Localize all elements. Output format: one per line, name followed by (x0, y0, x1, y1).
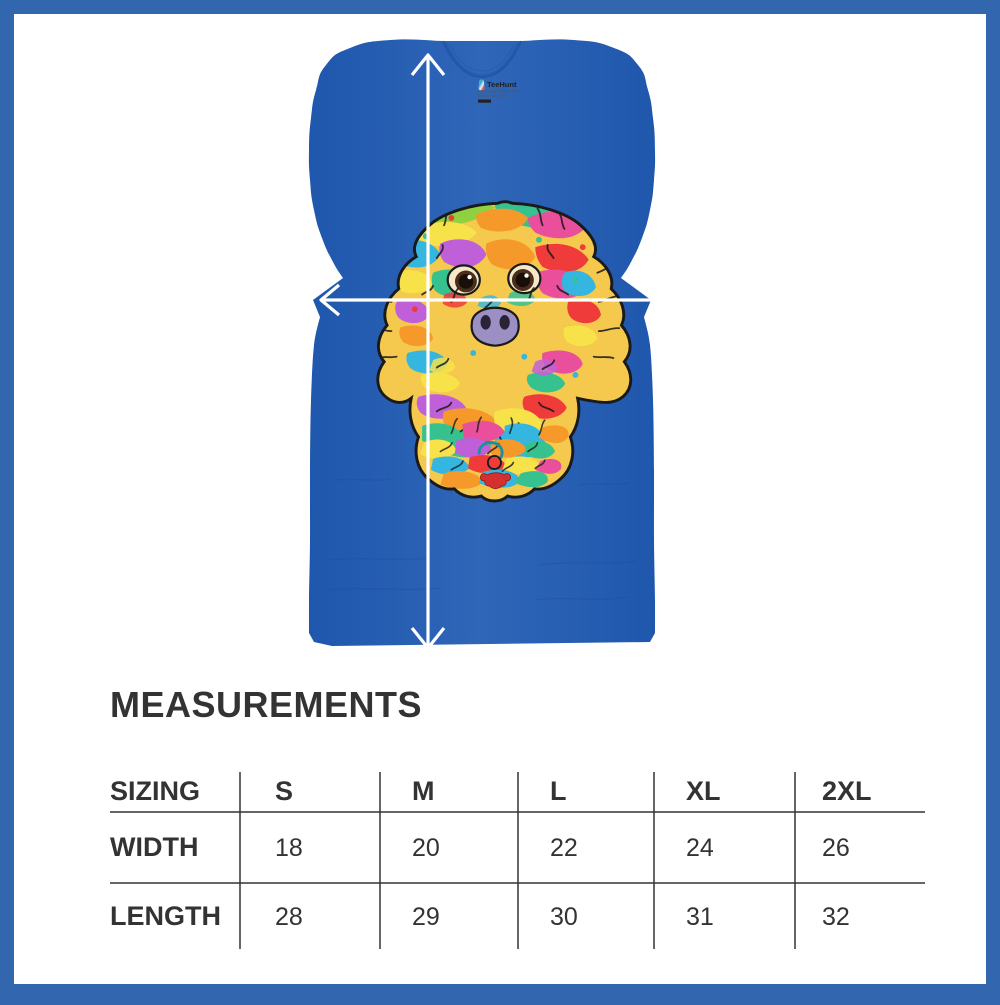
svg-text:100% Cotton | Made in USA: 100% Cotton | Made in USA (478, 90, 520, 94)
svg-text:WIDTH: WIDTH (110, 832, 198, 862)
svg-text:30: 30 (550, 903, 578, 931)
svg-text:L: L (550, 776, 567, 806)
svg-text:LENGTH: LENGTH (110, 901, 221, 931)
svg-text:TeeHunt: TeeHunt (487, 80, 517, 89)
svg-text:22: 22 (550, 834, 578, 862)
svg-text:M: M (412, 776, 435, 806)
svg-text:S: S (275, 776, 293, 806)
svg-text:31: 31 (686, 903, 714, 931)
svg-text:20: 20 (412, 834, 440, 862)
svg-text:26: 26 (822, 834, 850, 862)
svg-text:Machine Wash Cold: Machine Wash Cold (478, 94, 508, 98)
svg-text:SIZING: SIZING (110, 776, 200, 806)
svg-text:28: 28 (275, 903, 303, 931)
svg-text:18: 18 (275, 834, 303, 862)
svg-text:2XL: 2XL (822, 776, 872, 806)
svg-text:24: 24 (686, 834, 714, 862)
svg-text:29: 29 (412, 903, 440, 931)
svg-text:XL: XL (686, 776, 721, 806)
svg-text:32: 32 (822, 903, 850, 931)
